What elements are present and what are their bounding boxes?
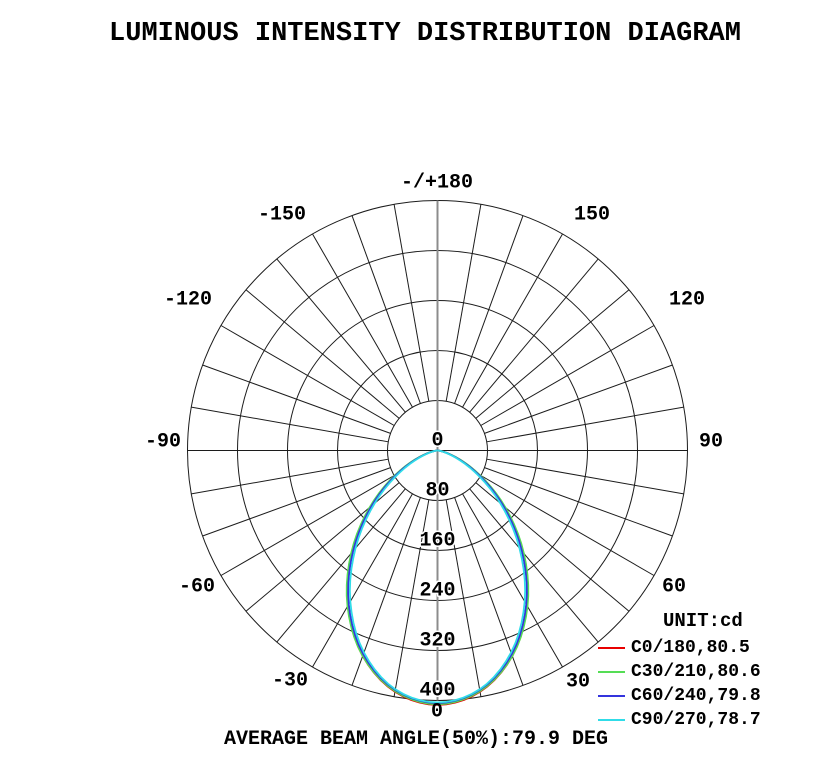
angle-label--90: -90 <box>145 431 181 454</box>
radial-tick-label-320: 320 <box>419 630 455 653</box>
legend-item-label: C90/270,78.7 <box>631 710 761 730</box>
grid-spoke-80 <box>486 458 684 495</box>
grid-spoke-200 <box>351 215 421 404</box>
grid-spoke-70 <box>484 467 673 537</box>
grid-spoke-260 <box>191 406 389 443</box>
grid-spoke-190 <box>393 204 430 402</box>
legend-item-label: C60/240,79.8 <box>631 686 761 706</box>
legend-swatch-icon <box>598 695 625 697</box>
grid-spoke-160 <box>454 215 524 404</box>
grid-spoke-40 <box>469 488 599 643</box>
radial-tick-label-160: 160 <box>419 530 455 553</box>
grid-spoke-170 <box>445 204 482 402</box>
grid-spoke-220 <box>276 258 406 413</box>
angle-label--150: -150 <box>258 204 306 227</box>
angle-label-120: 120 <box>669 289 705 312</box>
diagram-title: LUMINOUS INTENSITY DISTRIBUTION DIAGRAM <box>109 19 741 49</box>
legend-item-c30-210: C30/210,80.6 <box>598 660 833 684</box>
legend: UNIT:cd C0/180,80.5 C30/210,80.6 C60/240,7… <box>598 610 833 732</box>
legend-item-c60-240: C60/240,79.8 <box>598 684 833 708</box>
grid-spoke-210 <box>312 233 413 408</box>
legend-swatch-icon <box>598 719 625 721</box>
angle-label--60: -60 <box>179 576 215 599</box>
legend-swatch-icon <box>598 671 625 673</box>
grid-spoke-60 <box>480 475 655 576</box>
grid-spoke-350 <box>393 499 430 697</box>
grid-spoke-300 <box>220 475 395 576</box>
grid-spoke-330 <box>312 493 413 668</box>
legend-item-c0-180: C0/180,80.5 <box>598 636 833 660</box>
grid-spoke-110 <box>484 364 673 434</box>
grid-spoke-320 <box>276 488 406 643</box>
grid-spoke-240 <box>220 325 395 426</box>
angle-label-180: -/+180 <box>401 172 473 195</box>
angle-label-0: 0 <box>431 701 443 724</box>
grid-spoke-130 <box>475 289 630 419</box>
grid-spoke-150 <box>462 233 563 408</box>
legend-item-c90-270: C90/270,78.7 <box>598 708 833 732</box>
legend-items: C0/180,80.5 C30/210,80.6 C60/240,79.8 C90/2… <box>598 636 833 732</box>
angle-label-90: 90 <box>699 431 723 454</box>
intensity-curve-c90-270 <box>348 449 527 704</box>
grid-spoke-100 <box>486 406 684 443</box>
legend-item-label: C30/210,80.6 <box>631 662 761 682</box>
radial-tick-label-0: 0 <box>431 430 443 453</box>
legend-swatch-icon <box>598 647 625 649</box>
angle-label--30: -30 <box>272 670 308 693</box>
legend-item-label: C0/180,80.5 <box>631 638 750 658</box>
grid-spoke-140 <box>469 258 599 413</box>
angle-label-30: 30 <box>566 671 590 694</box>
radial-tick-label-80: 80 <box>425 480 449 503</box>
grid-spoke-230 <box>245 289 400 419</box>
angle-label-60: 60 <box>662 576 686 599</box>
grid-spoke-290 <box>202 467 391 537</box>
grid-spoke-30 <box>462 493 563 668</box>
legend-unit-label: UNIT:cd <box>663 610 743 632</box>
angle-label-150: 150 <box>574 204 610 227</box>
grid-spoke-280 <box>191 458 389 495</box>
grid-spoke-120 <box>480 325 655 426</box>
radial-tick-label-240: 240 <box>419 580 455 603</box>
grid-spoke-250 <box>202 364 391 434</box>
average-beam-angle-caption: AVERAGE BEAM ANGLE(50%):79.9 DEG <box>223 728 609 751</box>
grid-spoke-10 <box>445 499 482 697</box>
radial-tick-label-400: 400 <box>419 680 455 703</box>
angle-label--120: -120 <box>164 289 212 312</box>
